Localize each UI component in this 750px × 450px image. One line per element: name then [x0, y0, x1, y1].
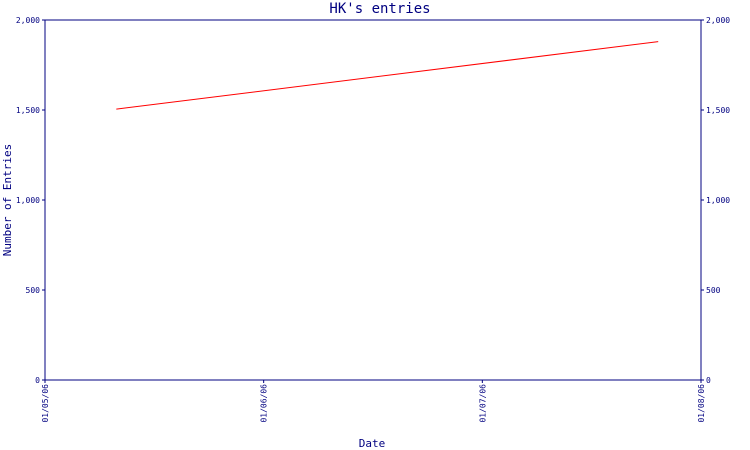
x-tick-label: 01/07/06	[478, 384, 487, 423]
y-tick-label-left: 0	[35, 376, 40, 385]
x-tick-label: 01/05/06	[41, 384, 50, 423]
y-tick-label-left: 1,500	[16, 106, 40, 115]
y-tick-label-right: 2,000	[706, 16, 730, 25]
y-tick-label-left: 500	[26, 286, 41, 295]
y-tick-label-left: 1,000	[16, 196, 40, 205]
y-tick-label-right: 1,500	[706, 106, 730, 115]
series-line	[116, 41, 659, 110]
x-tick-label: 01/06/06	[260, 384, 269, 423]
x-axis-label: Date	[359, 437, 386, 450]
y-tick-label-right: 500	[706, 286, 721, 295]
y-tick-label-left: 2,000	[16, 16, 40, 25]
plot-frame	[44, 19, 702, 381]
y-axis-label: Number of Entries	[1, 144, 14, 257]
x-tick-label: 01/08/06	[697, 384, 706, 423]
y-tick-label-right: 1,000	[706, 196, 730, 205]
plot-area: 0 0 500 500 1,000 1,000 1,500 1,500 2,000 2,000 01…	[16, 16, 730, 423]
y-tick-label-right: 0	[706, 376, 711, 385]
chart-title: HK's entries	[329, 1, 430, 17]
